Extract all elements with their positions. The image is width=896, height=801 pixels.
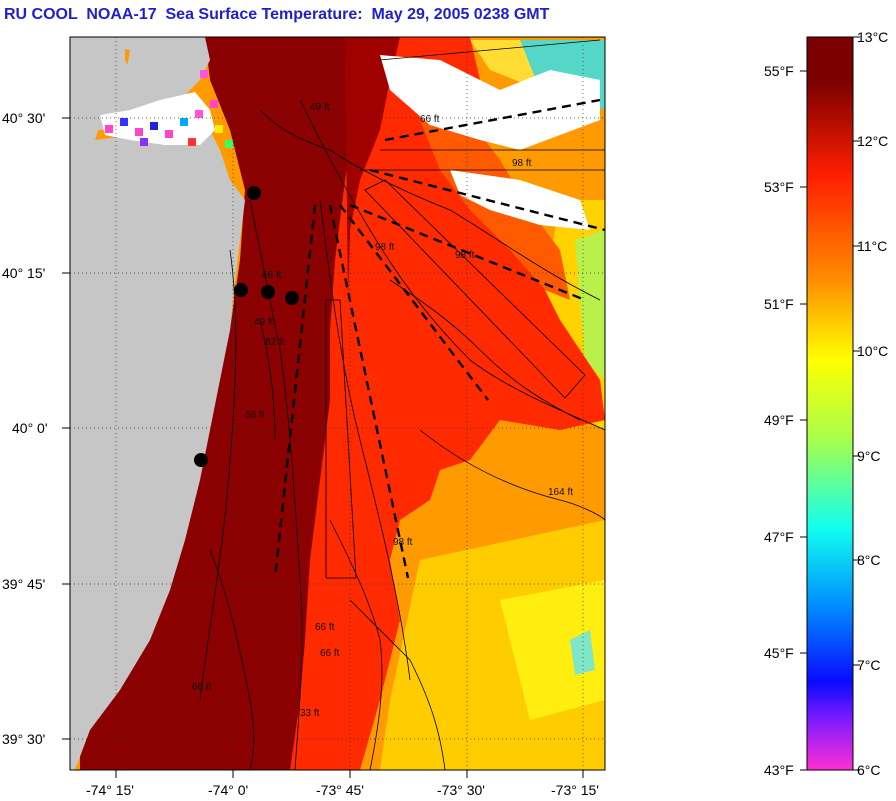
celsius-label: 13°C	[857, 29, 888, 45]
cloud-north	[380, 55, 600, 150]
colorbar-scale	[806, 36, 854, 771]
lat-label: 40° 15'	[2, 265, 45, 281]
lon-label: -73° 30'	[437, 782, 485, 798]
contour-label: 66 ft	[262, 270, 282, 281]
fahrenheit-label: 51°F	[764, 296, 794, 312]
lon-label: -73° 15'	[551, 782, 599, 798]
contour-label: 66 ft	[245, 410, 265, 421]
red-band	[290, 37, 605, 770]
lon-label: -74° 0'	[208, 782, 248, 798]
contour-label: 33 ft	[300, 708, 320, 719]
celsius-label: 10°C	[857, 343, 888, 359]
contour-label: 98 ft	[512, 158, 532, 169]
fahrenheit-labels: 55°F 53°F 51°F 49°F 47°F 45°F 43°F	[764, 63, 794, 778]
contour-label: 49 ft	[310, 102, 330, 113]
yellow-region-2	[500, 580, 605, 720]
celsius-label: 9°C	[857, 448, 881, 464]
contour-labels: 49 ft 66 ft 98 ft 98 ft 164 ft 66 ft 66 …	[192, 102, 573, 719]
cloud-raritan-bay	[100, 92, 215, 145]
contour-label: 164 ft	[548, 487, 573, 498]
fahrenheit-label: 49°F	[764, 412, 794, 428]
cloud-east	[450, 170, 590, 230]
land-north	[70, 37, 210, 130]
celsius-label: 8°C	[857, 552, 881, 568]
colorbar-ticks	[800, 36, 860, 771]
bathymetry-contours	[199, 39, 605, 770]
bay-pixel-noise	[105, 70, 233, 148]
survey-boxes	[325, 179, 586, 579]
contour-label: 66 ft	[320, 648, 340, 659]
celsius-label: 11°C	[857, 238, 887, 254]
cyan-patch	[570, 630, 595, 675]
land-new-jersey	[70, 37, 245, 770]
celsius-label: 12°C	[857, 133, 888, 149]
lon-label: -74° 15'	[86, 782, 134, 798]
fahrenheit-label: 45°F	[764, 645, 794, 661]
longitude-labels: -74° 15' -74° 0' -73° 45' -73° 30' -73° …	[86, 782, 599, 798]
contour-label: 98 ft	[375, 242, 395, 253]
map-title: RU COOL NOAA-17 Sea Surface Temperature:…	[4, 6, 550, 23]
station-5	[194, 453, 208, 467]
latitude-labels: 40° 30' 40° 15' 40° 0' 39° 45' 39° 30'	[2, 110, 48, 747]
contour-label: 98 ft	[455, 250, 475, 261]
contour-label: 66 ft	[420, 114, 440, 125]
map-ticks	[62, 117, 584, 778]
green-east	[575, 230, 605, 380]
fahrenheit-label: 43°F	[764, 762, 794, 778]
contour-label: 98 ft	[393, 537, 413, 548]
colorbar: 13°C 12°C 11°C 10°C 9°C 8°C 7°C 6°C 55°F…	[764, 29, 888, 778]
contour-label: 82 ft	[265, 337, 285, 348]
station-2	[234, 283, 248, 297]
contour-label: 49 ft	[254, 317, 274, 328]
coastal-cold-band-2	[345, 37, 400, 300]
transect-lines	[273, 98, 605, 579]
fahrenheit-label: 53°F	[764, 179, 794, 195]
lon-label: -73° 45'	[316, 782, 364, 798]
station-markers	[194, 186, 299, 467]
station-3	[261, 285, 275, 299]
lat-label: 39° 30'	[2, 731, 45, 747]
contour-label: 66 ft	[315, 622, 335, 633]
lat-label: 40° 0'	[12, 420, 48, 436]
celsius-labels: 13°C 12°C 11°C 10°C 9°C 8°C 7°C 6°C	[857, 29, 888, 778]
fahrenheit-label: 55°F	[764, 63, 794, 79]
lat-label: 40° 30'	[2, 110, 45, 126]
station-1	[247, 186, 261, 200]
celsius-label: 7°C	[857, 657, 881, 673]
map-area: 49 ft 66 ft 98 ft 98 ft 164 ft 66 ft 66 …	[70, 37, 605, 770]
celsius-label: 6°C	[857, 762, 881, 778]
fahrenheit-label: 47°F	[764, 529, 794, 545]
map-frame	[69, 36, 606, 771]
station-4	[285, 291, 299, 305]
lat-label: 39° 45'	[2, 576, 45, 592]
contour-label: 66 ft	[192, 682, 212, 693]
yellow-north	[470, 40, 540, 90]
